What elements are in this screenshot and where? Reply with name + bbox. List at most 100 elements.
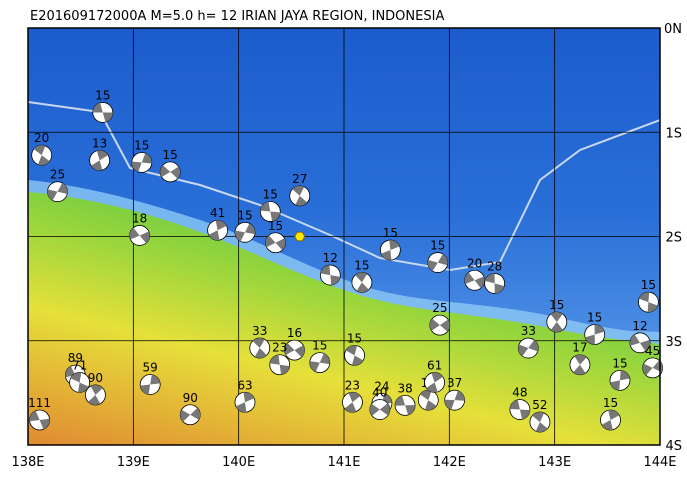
compression-quadrant (131, 153, 152, 172)
focal-mechanism: 40 (369, 386, 391, 420)
focal-mechanism: 45 (642, 344, 664, 379)
focal-mechanism: 15 (234, 208, 256, 243)
compression-quadrant (484, 273, 505, 294)
focal-mechanism: 18 (129, 211, 151, 246)
compression-quadrant (518, 339, 539, 357)
focal-mechanism: 59 (139, 361, 161, 395)
compression-quadrant (70, 372, 89, 393)
depth-label: 37 (447, 376, 462, 390)
depth-label: 15 (430, 239, 445, 253)
focal-mechanism: 15 (159, 148, 181, 183)
x-tick-label: 139E (117, 455, 150, 470)
depth-label: 15 (603, 396, 618, 410)
depth-label: 61 (427, 358, 442, 372)
compression-quadrant (88, 384, 103, 405)
depth-label: 63 (237, 378, 252, 392)
compression-quadrant (33, 145, 50, 166)
focal-mechanism: 33 (249, 324, 271, 359)
compression-quadrant (601, 409, 620, 430)
compression-quadrant (426, 372, 443, 393)
compression-quadrant (345, 345, 364, 366)
focal-mechanism: 33 (517, 324, 539, 359)
focal-mechanism: 15 (427, 239, 449, 273)
focal-mechanism: 20 (31, 131, 53, 166)
y-tick-label: 4S (665, 439, 682, 454)
compression-quadrant (464, 272, 485, 289)
compression-quadrant (91, 150, 109, 171)
depth-label: 15 (312, 339, 327, 353)
compression-quadrant (265, 235, 286, 251)
depth-label: 25 (50, 168, 65, 182)
depth-label: 48 (512, 386, 527, 400)
y-tick-label: 1S (665, 126, 682, 141)
depth-label: 27 (292, 172, 307, 186)
focal-mechanism: 23 (342, 378, 363, 413)
focal-mechanism: 12 (319, 251, 341, 286)
compression-quadrant (160, 165, 181, 179)
depth-label: 18 (132, 211, 147, 225)
depth-label: 15 (549, 298, 564, 312)
compression-quadrant (550, 311, 563, 332)
compression-quadrant (47, 182, 68, 201)
depth-label: 38 (397, 381, 412, 395)
focal-mechanism: 15 (259, 187, 281, 222)
map-title: E201609172000A M=5.0 h= 12 IRIAN JAYA RE… (30, 9, 444, 24)
depth-label: 33 (521, 324, 536, 338)
focal-mechanism: 15 (351, 258, 373, 293)
depth-label: 89 (68, 351, 83, 365)
compression-quadrant (208, 220, 227, 241)
focal-mechanism: 71 (69, 358, 91, 393)
depth-label: 15 (237, 208, 252, 222)
focal-mechanism: 15 (546, 298, 568, 333)
y-tick-label: 0N (664, 22, 682, 37)
focal-mechanism: 52 (529, 398, 551, 433)
depth-label: 59 (143, 361, 158, 375)
focal-mechanism: 15 (638, 278, 659, 313)
focal-mechanism: 15 (265, 219, 286, 254)
depth-label: 15 (163, 148, 178, 162)
depth-label: 111 (28, 396, 51, 410)
compression-quadrant (610, 370, 630, 391)
focal-mechanism: 15 (309, 339, 331, 374)
focal-mechanism: 16 (284, 326, 305, 361)
focal-mechanism: 15 (609, 356, 631, 391)
depth-label: 13 (92, 136, 107, 150)
depth-label: 15 (95, 88, 110, 102)
focal-mechanism: 13 (89, 136, 111, 171)
depth-label: 41 (210, 206, 225, 220)
focal-mechanism: 15 (379, 226, 401, 261)
compression-quadrant (381, 240, 400, 261)
x-tick-label: 142E (433, 455, 466, 470)
depth-label: 28 (487, 259, 502, 273)
compression-quadrant (639, 292, 658, 313)
compression-quadrant (429, 318, 450, 332)
beachball (351, 271, 373, 293)
compression-quadrant (309, 353, 330, 372)
depth-label: 24 (374, 379, 389, 393)
compression-quadrant (252, 338, 267, 359)
compression-quadrant (320, 265, 341, 286)
compression-quadrant (444, 390, 465, 410)
compression-quadrant (180, 407, 201, 422)
y-tick-label: 2S (665, 231, 682, 246)
compression-quadrant (235, 392, 255, 413)
depth-label: 15 (347, 331, 362, 345)
depth-label: 45 (645, 344, 660, 358)
compression-quadrant (395, 395, 416, 415)
x-tick-label: 143E (538, 455, 571, 470)
depth-label: 71 (72, 358, 87, 372)
compression-quadrant (532, 412, 548, 433)
focal-mechanism: 20 (464, 256, 486, 291)
focal-mechanism: 61 (424, 358, 445, 393)
focal-mechanism: 48 (509, 386, 531, 420)
compression-quadrant (292, 185, 308, 206)
depth-label: 12 (632, 319, 647, 333)
depth-label: 15 (354, 258, 369, 272)
focal-mechanism: 25 (429, 301, 451, 336)
depth-label: 15 (612, 356, 627, 370)
depth-label: 23 (272, 341, 287, 355)
focal-mechanism: 23 (269, 341, 291, 376)
depth-label: 15 (268, 219, 283, 233)
compression-quadrant (284, 343, 305, 358)
compression-quadrant (140, 374, 161, 395)
